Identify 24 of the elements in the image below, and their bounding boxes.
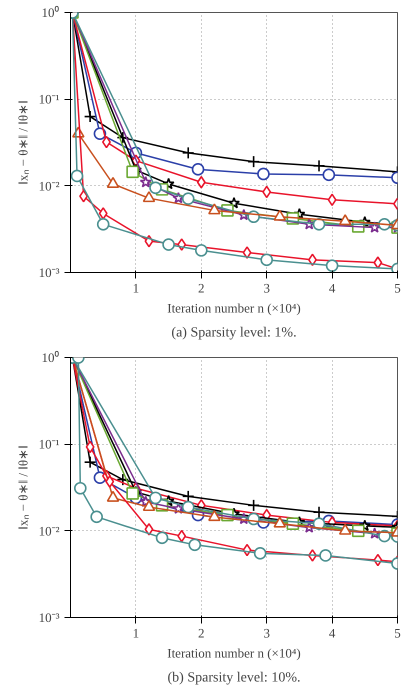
x-tick-label: 5 [394, 626, 401, 640]
y-axis-title: ‖xₙ − θ∗‖ / ‖θ∗‖ [16, 445, 31, 530]
x-tick-label: 5 [394, 280, 401, 296]
y-tick-label: 10⁻² [38, 523, 60, 538]
x-tick-label: 1 [132, 280, 140, 296]
text: (b) Sparsity level: 10%. [168, 670, 300, 686]
x-axis-title: Iteration number n (×10⁴) [167, 646, 301, 660]
y-tick-label: 10⁻² [38, 178, 60, 194]
y-tick-label: 10⁻¹ [38, 436, 60, 452]
x-tick-label: 3 [263, 280, 270, 296]
x-tick-label: 2 [198, 280, 205, 296]
y-tick-label: 10⁻¹ [38, 92, 60, 107]
y-tick-label: 10⁰ [42, 350, 60, 365]
y-tick-label: 10⁻³ [38, 265, 60, 280]
x-axis-title: Iteration number n (×10⁴) [167, 300, 301, 316]
x-tick-label: 3 [263, 626, 270, 640]
y-axis-title: ‖xₙ − θ∗‖ / ‖θ∗‖ [16, 100, 31, 185]
x-tick-label: 4 [328, 626, 336, 640]
y-tick-label: 10⁻³ [38, 610, 60, 625]
y-tick-label: 10⁰ [42, 5, 60, 20]
text: (a) Sparsity level: 1%. [171, 326, 297, 340]
x-tick-label: 2 [198, 626, 205, 640]
x-tick-label: 1 [132, 626, 140, 640]
x-tick-label: 4 [328, 280, 336, 296]
